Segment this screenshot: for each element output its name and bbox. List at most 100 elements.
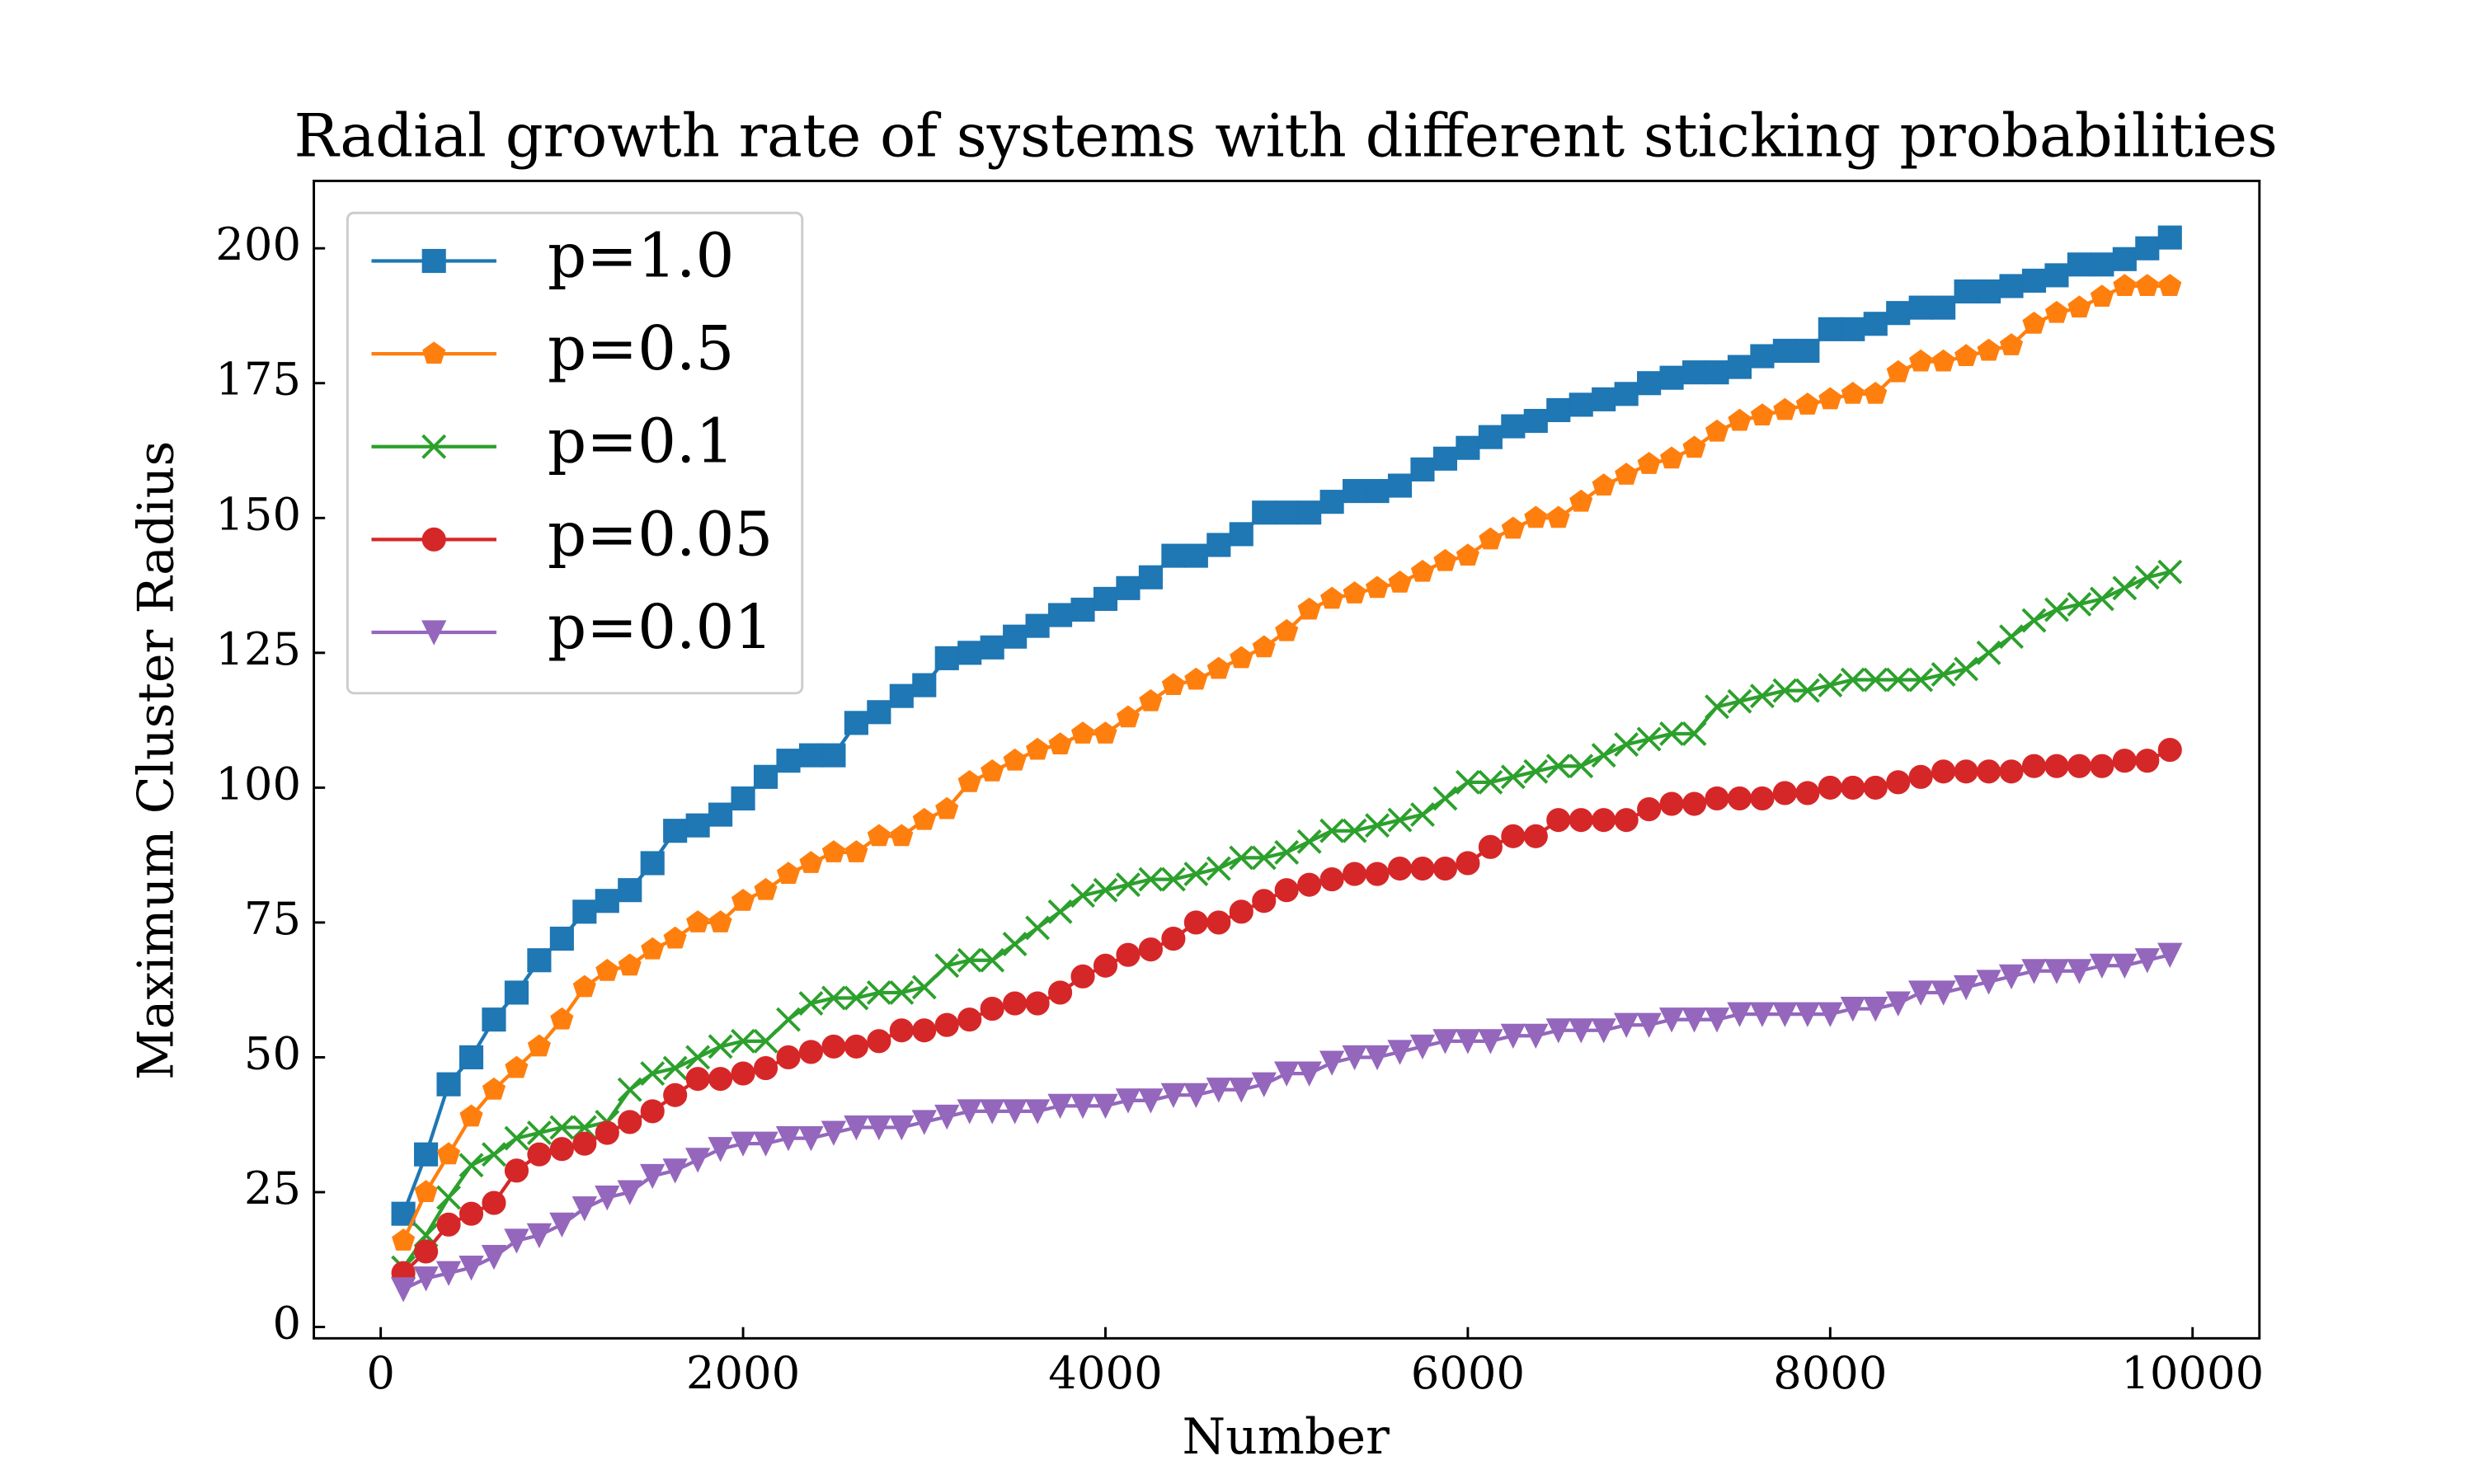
- marker: [912, 807, 936, 830]
- marker: [1138, 866, 1164, 892]
- marker: [821, 1120, 847, 1146]
- x-tick-label: 2000: [686, 1347, 800, 1399]
- marker: [1003, 624, 1028, 649]
- marker: [2112, 575, 2138, 601]
- marker: [1727, 355, 1752, 379]
- marker: [1161, 673, 1185, 696]
- marker: [889, 1018, 914, 1043]
- marker: [1546, 397, 1571, 423]
- marker: [1681, 721, 1707, 746]
- marker: [1909, 349, 1933, 372]
- marker: [1343, 479, 1367, 504]
- marker: [1636, 726, 1662, 752]
- marker: [1410, 802, 1435, 828]
- marker: [911, 1110, 937, 1135]
- marker: [1818, 775, 1842, 800]
- marker: [889, 683, 914, 708]
- marker: [1660, 446, 1684, 469]
- x-tick-label: 0: [366, 1347, 395, 1399]
- marker: [640, 1163, 666, 1190]
- legend-frame: [346, 211, 804, 695]
- marker: [1455, 1029, 1481, 1054]
- marker: [1976, 970, 2001, 995]
- marker: [595, 1120, 619, 1145]
- marker: [2089, 586, 2114, 612]
- marker: [1252, 889, 1277, 913]
- marker: [2157, 225, 2182, 250]
- marker: [1296, 1061, 1322, 1087]
- marker: [1026, 737, 1050, 760]
- marker: [1229, 1078, 1254, 1103]
- marker: [1659, 365, 1684, 390]
- marker: [1410, 457, 1435, 481]
- marker: [413, 1266, 439, 1292]
- series: [391, 225, 2182, 1226]
- marker: [1863, 312, 1888, 336]
- marker: [1116, 942, 1141, 967]
- marker: [1252, 635, 1276, 658]
- marker: [1388, 570, 1412, 593]
- marker: [549, 1212, 575, 1238]
- marker: [1432, 856, 1458, 881]
- marker: [2067, 591, 2092, 617]
- marker: [2157, 942, 2183, 968]
- series: [391, 559, 2183, 1280]
- marker: [731, 888, 755, 911]
- marker: [550, 1007, 574, 1030]
- marker: [1047, 603, 1073, 627]
- marker: [662, 1055, 688, 1081]
- marker: [526, 1223, 553, 1249]
- marker: [1410, 856, 1435, 881]
- marker: [980, 635, 1004, 660]
- marker: [708, 802, 733, 827]
- marker: [1795, 781, 1820, 805]
- marker: [421, 620, 447, 646]
- y-axis-label: Maximum Cluster Radius: [128, 441, 186, 1080]
- marker: [1569, 392, 1593, 417]
- marker: [798, 1126, 824, 1152]
- marker: [1953, 974, 1979, 1001]
- series: [390, 942, 2183, 1303]
- marker: [1275, 618, 1299, 641]
- marker: [2021, 268, 2047, 294]
- marker: [730, 1131, 756, 1157]
- marker: [1365, 479, 1390, 504]
- marker: [1500, 764, 1526, 790]
- marker: [1818, 317, 1842, 341]
- marker: [504, 1125, 529, 1151]
- legend-label: p=0.1: [548, 407, 734, 477]
- marker: [1387, 856, 1413, 881]
- marker: [1637, 371, 1662, 396]
- marker: [867, 1029, 891, 1054]
- marker: [685, 1045, 711, 1070]
- marker: [1545, 1018, 1571, 1044]
- marker: [1885, 667, 1911, 693]
- marker: [1705, 786, 1729, 811]
- marker: [753, 1131, 778, 1157]
- marker: [1569, 808, 1593, 833]
- marker: [1479, 527, 1503, 550]
- marker: [1274, 839, 1300, 865]
- marker: [1319, 818, 1345, 843]
- marker: [731, 1028, 756, 1054]
- marker: [618, 878, 642, 903]
- marker: [1976, 759, 2001, 784]
- marker: [1456, 543, 1479, 566]
- marker: [1070, 597, 1095, 622]
- marker: [1614, 732, 1639, 758]
- marker: [1500, 1023, 1526, 1050]
- marker: [1433, 548, 1457, 571]
- marker: [2089, 953, 2115, 979]
- marker: [1183, 1082, 1209, 1109]
- plot-frame: [313, 179, 2261, 1340]
- marker: [708, 1067, 733, 1092]
- marker: [1681, 1007, 1707, 1033]
- marker: [1184, 667, 1208, 690]
- marker: [1478, 769, 1503, 795]
- marker: [821, 985, 846, 1011]
- marker: [912, 673, 937, 697]
- marker: [1138, 565, 1163, 589]
- series-line: [402, 953, 2171, 1291]
- marker: [572, 899, 597, 924]
